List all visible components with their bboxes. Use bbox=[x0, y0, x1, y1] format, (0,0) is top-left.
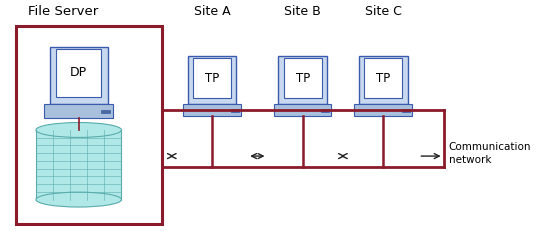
Text: File Server: File Server bbox=[28, 5, 98, 18]
Bar bbox=[354, 104, 412, 116]
Bar bbox=[36, 130, 122, 200]
Bar bbox=[183, 104, 241, 116]
Text: TP: TP bbox=[205, 72, 219, 85]
Bar bbox=[50, 46, 108, 104]
Bar bbox=[193, 58, 231, 98]
Bar bbox=[402, 109, 410, 112]
Text: DP: DP bbox=[70, 66, 87, 80]
Text: TP: TP bbox=[295, 72, 310, 85]
Text: Site A: Site A bbox=[194, 5, 230, 18]
Bar bbox=[44, 104, 113, 118]
Bar bbox=[278, 56, 327, 104]
Text: Site C: Site C bbox=[365, 5, 401, 18]
Ellipse shape bbox=[36, 192, 122, 207]
Bar bbox=[283, 58, 322, 98]
Bar bbox=[188, 56, 236, 104]
Bar bbox=[274, 104, 332, 116]
Bar bbox=[359, 56, 407, 104]
Text: Site B: Site B bbox=[284, 5, 321, 18]
Ellipse shape bbox=[36, 122, 122, 138]
Bar bbox=[321, 109, 329, 112]
Bar bbox=[230, 109, 239, 112]
Bar bbox=[56, 49, 101, 97]
Bar bbox=[16, 26, 162, 224]
Text: TP: TP bbox=[376, 72, 390, 85]
Bar bbox=[101, 110, 110, 113]
Text: Communication
network: Communication network bbox=[448, 142, 531, 165]
Bar bbox=[364, 58, 402, 98]
